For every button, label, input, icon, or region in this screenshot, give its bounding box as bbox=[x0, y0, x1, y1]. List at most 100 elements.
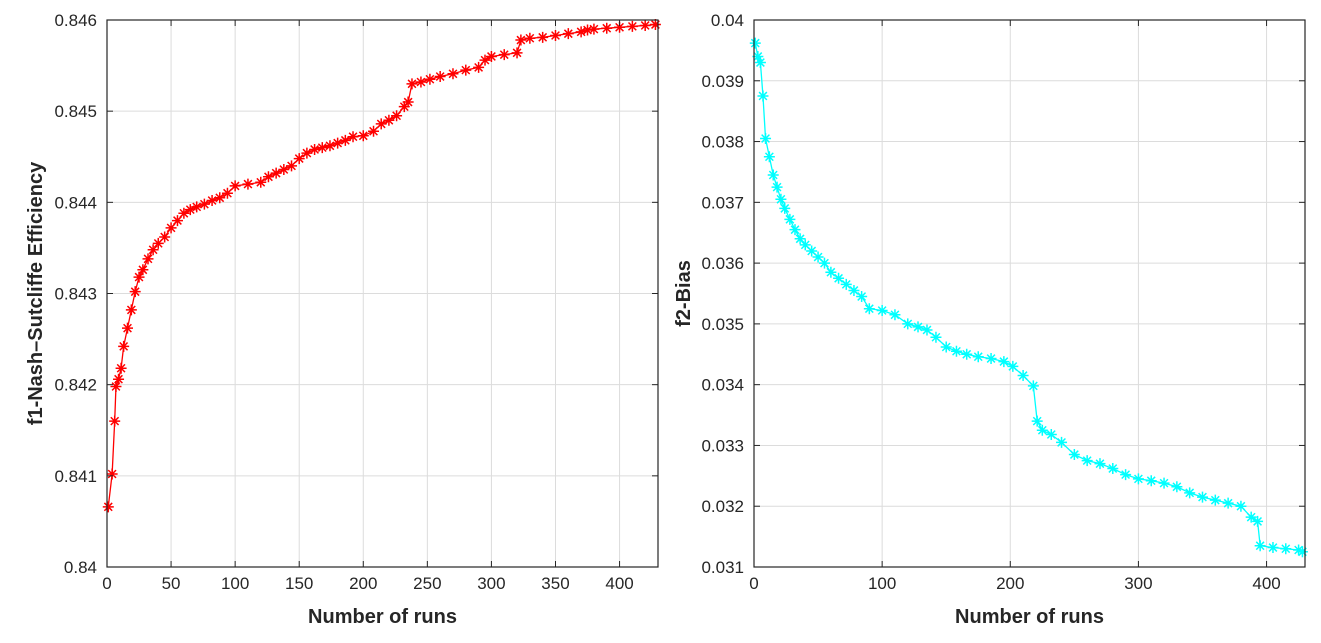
data-point bbox=[447, 68, 459, 80]
y-tick-label: 0.034 bbox=[701, 376, 744, 395]
data-point bbox=[198, 198, 210, 210]
data-point bbox=[1068, 449, 1080, 461]
y-tick-label: 0.038 bbox=[701, 133, 744, 152]
data-point bbox=[1027, 380, 1039, 392]
data-point bbox=[794, 233, 806, 245]
data-point bbox=[998, 356, 1010, 368]
data-point bbox=[1158, 477, 1170, 489]
data-point bbox=[562, 28, 574, 40]
data-point bbox=[206, 195, 218, 207]
data-point bbox=[950, 345, 962, 357]
data-point bbox=[515, 34, 527, 46]
data-point bbox=[473, 61, 485, 73]
data-point bbox=[415, 76, 427, 88]
data-point bbox=[771, 181, 783, 193]
data-point bbox=[1196, 491, 1208, 503]
data-point bbox=[902, 318, 914, 330]
y-tick-label: 0.039 bbox=[701, 72, 744, 91]
data-point bbox=[357, 130, 369, 142]
data-point bbox=[767, 169, 779, 181]
data-point bbox=[229, 180, 241, 192]
data-point bbox=[840, 278, 852, 290]
data-point bbox=[214, 192, 226, 204]
data-point bbox=[1254, 540, 1266, 552]
data-point bbox=[1132, 473, 1144, 485]
data-point bbox=[1293, 544, 1305, 556]
data-point bbox=[856, 291, 868, 303]
y-tick-label: 0.036 bbox=[701, 254, 744, 273]
data-point bbox=[1245, 511, 1257, 523]
x-tick-label: 0 bbox=[102, 574, 111, 593]
y-axis-label: f1-Nash–Sutcliffe Efficiency bbox=[25, 161, 47, 425]
data-point bbox=[398, 101, 410, 113]
data-point bbox=[757, 90, 769, 102]
data-point bbox=[332, 137, 344, 149]
data-point bbox=[575, 26, 587, 38]
data-point bbox=[368, 125, 380, 137]
x-axis-label: Number of runs bbox=[955, 606, 1104, 628]
data-point bbox=[775, 193, 787, 205]
series-markers bbox=[102, 19, 661, 513]
data-point bbox=[760, 133, 772, 145]
chart-panel-2: 0 100 200 300 400 0.031 0.032 0.033 0.034 0.035 0.… bbox=[673, 11, 1308, 628]
data-point bbox=[424, 73, 436, 85]
data-point bbox=[614, 21, 626, 33]
data-point bbox=[1235, 500, 1247, 512]
data-point bbox=[110, 380, 122, 392]
data-point bbox=[102, 501, 114, 513]
x-tick-label: 300 bbox=[1124, 574, 1152, 593]
axes-frame bbox=[753, 19, 1306, 568]
data-point bbox=[262, 171, 274, 183]
data-point bbox=[316, 142, 328, 154]
data-point bbox=[1145, 475, 1157, 487]
data-point bbox=[1280, 543, 1292, 555]
data-point bbox=[221, 187, 233, 199]
y-tick-label: 0.033 bbox=[701, 436, 744, 455]
data-point bbox=[812, 251, 824, 263]
data-point bbox=[178, 207, 190, 219]
data-point bbox=[1267, 542, 1279, 554]
x-tick-label: 400 bbox=[1252, 574, 1280, 593]
y-tick-label: 0.846 bbox=[54, 11, 97, 30]
data-point bbox=[278, 164, 290, 176]
data-point bbox=[133, 271, 145, 283]
data-point bbox=[301, 147, 313, 159]
data-point bbox=[1056, 436, 1068, 448]
y-tick-label: 0.844 bbox=[54, 193, 97, 212]
data-point bbox=[347, 131, 359, 143]
data-point bbox=[749, 37, 761, 49]
data-point bbox=[402, 96, 414, 108]
data-point bbox=[324, 140, 336, 152]
data-point bbox=[147, 244, 159, 256]
data-point bbox=[779, 202, 791, 214]
y-tick-label: 0.843 bbox=[54, 285, 97, 304]
y-tick-label: 0.031 bbox=[701, 558, 744, 577]
y-tick-label: 0.842 bbox=[54, 376, 97, 395]
data-point bbox=[833, 272, 845, 284]
data-point bbox=[129, 286, 141, 298]
x-tick-label: 200 bbox=[996, 574, 1024, 593]
x-axis-label: Number of runs bbox=[308, 606, 457, 628]
data-point bbox=[115, 362, 127, 374]
data-point bbox=[1222, 497, 1234, 509]
y-tick-label: 0.035 bbox=[701, 315, 744, 334]
data-point bbox=[649, 19, 661, 31]
data-point bbox=[626, 20, 638, 32]
data-point bbox=[142, 253, 154, 265]
data-point bbox=[1252, 515, 1264, 527]
data-point bbox=[889, 309, 901, 321]
data-point bbox=[383, 114, 395, 126]
data-point bbox=[754, 57, 766, 69]
data-point bbox=[784, 213, 796, 225]
data-point bbox=[159, 231, 171, 243]
data-point bbox=[930, 331, 942, 343]
data-point bbox=[1045, 429, 1057, 441]
y-axis-label: f2-Bias bbox=[673, 260, 695, 327]
data-point bbox=[113, 373, 125, 385]
data-point bbox=[639, 19, 651, 31]
data-point bbox=[106, 468, 118, 480]
data-point bbox=[763, 151, 775, 163]
data-point bbox=[460, 64, 472, 76]
data-point bbox=[479, 54, 491, 66]
